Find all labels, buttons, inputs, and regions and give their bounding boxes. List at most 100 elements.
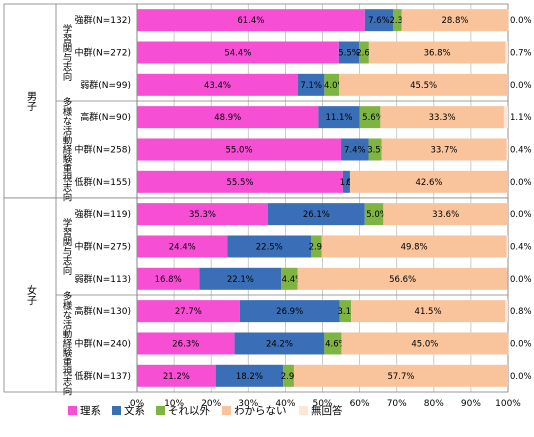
x-tick-label: 90% (461, 399, 481, 409)
data-label: 54.4% (224, 48, 251, 58)
row-label: 弱群(N=99) (80, 79, 131, 91)
group-label: 学習関与志向 (61, 217, 73, 275)
data-label: 2.3% (389, 16, 411, 26)
x-tick-label: 60% (350, 399, 370, 409)
data-label: 0.8% (510, 307, 532, 317)
data-label: 42.6% (415, 178, 442, 188)
bar-segment (293, 364, 508, 387)
data-label: 11.1% (326, 113, 353, 123)
data-label: 55.5% (226, 178, 253, 188)
bar-segment (506, 138, 508, 161)
bar-segment (137, 235, 228, 258)
data-label: 24.2% (266, 339, 293, 349)
data-label: 33.7% (430, 145, 457, 155)
bar-segment (383, 203, 508, 226)
bar-segment (401, 9, 509, 32)
bar-segment (341, 332, 509, 355)
data-label: 43.4% (204, 81, 231, 91)
data-label: 26.3% (172, 339, 199, 349)
data-label: 57.7% (387, 372, 414, 382)
row-label: 高群(N=130) (75, 305, 131, 317)
data-label: 0.0% (510, 275, 532, 285)
data-label: 27.7% (175, 307, 202, 317)
bar-segment (506, 235, 508, 258)
data-label: 0.4% (510, 242, 532, 252)
data-label: 7.4% (344, 145, 366, 155)
data-label: 0.0% (510, 81, 532, 91)
data-label: 4.0% (324, 81, 346, 91)
group-label: 多様な活動経験重視志向 (61, 291, 73, 396)
bar-segment (380, 106, 504, 129)
bar-segment (341, 138, 369, 161)
legend-label: 無回答 (311, 404, 343, 417)
x-tick-label: 80% (424, 399, 444, 409)
data-label: 22.5% (256, 242, 283, 252)
data-label: 16.8% (155, 275, 182, 285)
data-label: 5.0% (366, 210, 388, 220)
row-label: 中群(N=258) (75, 143, 131, 155)
bar-segment (339, 73, 508, 96)
row-label: 強群(N=119) (75, 208, 131, 220)
bar-segment (321, 235, 507, 258)
data-label: 4.4% (282, 275, 304, 285)
bar-segment (359, 41, 369, 64)
section-label: 男子 (25, 91, 37, 111)
data-label: 0.0% (510, 372, 532, 382)
data-label: 0.0% (510, 16, 532, 26)
legend-swatch (112, 406, 121, 415)
data-label: 24.4% (169, 242, 196, 252)
bar-segment (364, 9, 393, 32)
x-tick-label: 30% (238, 399, 258, 409)
legend-label: 文系 (124, 404, 145, 417)
bar-segment (239, 300, 340, 323)
bar-segment (137, 73, 299, 96)
data-label: 2.9% (281, 372, 303, 382)
bar-segment (267, 203, 365, 226)
data-label: 7.1% (300, 81, 322, 91)
data-label: 48.9% (214, 113, 241, 123)
bar-segment (310, 235, 322, 258)
data-label: 3.5% (367, 145, 389, 155)
data-label: 4.6% (325, 339, 347, 349)
data-label: 0.0% (510, 339, 532, 349)
data-label: 36.8% (424, 48, 451, 58)
bar-segment (137, 267, 200, 290)
bar-segment (283, 364, 294, 387)
row-label: 低群(N=137) (75, 370, 131, 382)
bar-segment (137, 138, 342, 161)
x-tick-label: 50% (312, 399, 332, 409)
data-label: 26.9% (276, 307, 303, 317)
bar-segment (281, 267, 298, 290)
bar-segment (505, 300, 508, 323)
data-label: 35.3% (189, 210, 216, 220)
bar-segment (137, 203, 268, 226)
bar-segment (364, 203, 384, 226)
data-label: 22.1% (227, 275, 254, 285)
bar-segment (137, 332, 235, 355)
data-label: 2.6% (356, 48, 378, 58)
data-label: 33.6% (432, 210, 459, 220)
x-tick-label: 100% (495, 399, 521, 409)
data-label: 0.4% (510, 145, 532, 155)
data-label: 0.0% (510, 210, 532, 220)
bar-segment (137, 9, 365, 32)
row-label: 強群(N=132) (75, 14, 131, 26)
row-label: 中群(N=240) (75, 337, 131, 349)
section-label: 女子 (25, 284, 37, 305)
data-label: 41.5% (415, 307, 442, 317)
bar-segment (324, 332, 342, 355)
data-label: 45.0% (411, 339, 438, 349)
bar-segment (359, 106, 381, 129)
bar-segment (339, 300, 352, 323)
x-tick-label: 0% (130, 399, 145, 409)
bar-segment (505, 41, 508, 64)
bar-segment (368, 41, 506, 64)
data-label: 21.2% (163, 372, 190, 382)
x-tick-label: 70% (387, 399, 407, 409)
bar-segment (199, 267, 282, 290)
bar-segment (503, 106, 508, 129)
bar-segment (137, 364, 216, 387)
x-tick-label: 20% (201, 399, 221, 409)
bar-segment (351, 300, 506, 323)
legend-label: 理系 (80, 405, 101, 417)
